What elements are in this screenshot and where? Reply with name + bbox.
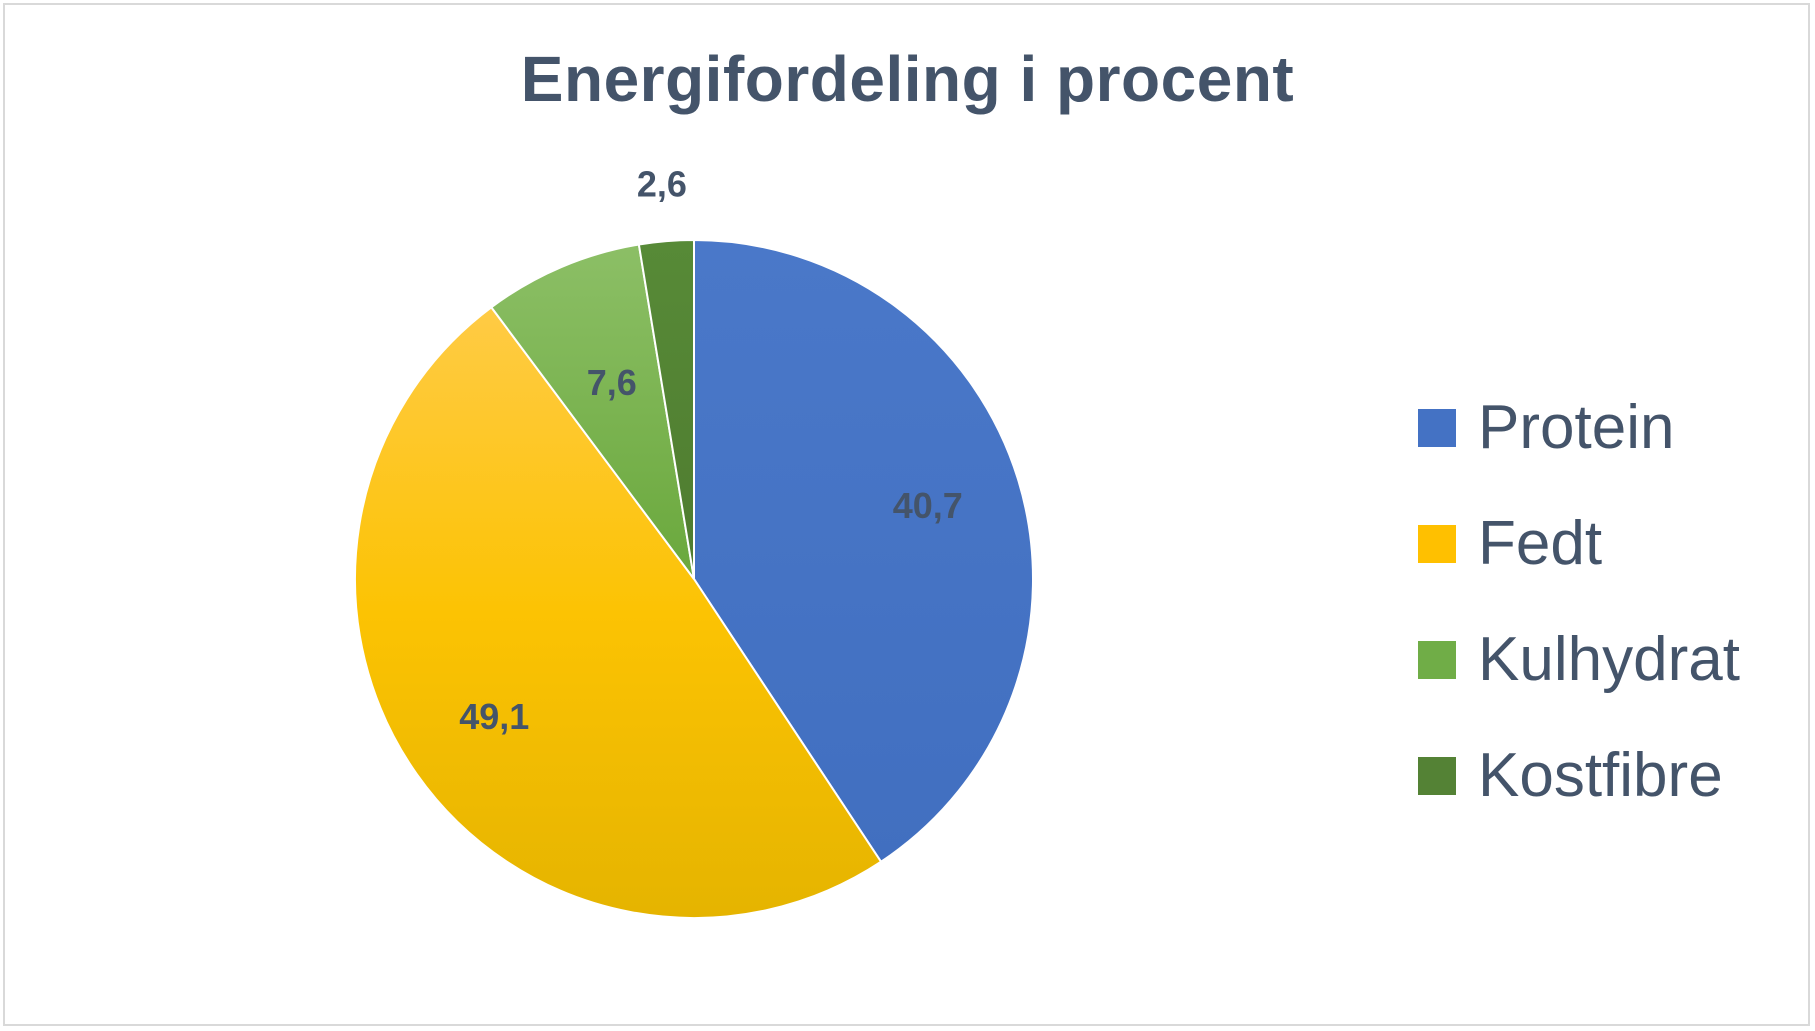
data-label-kostfibre: 2,6	[637, 164, 687, 205]
legend-item-protein: Protein	[1418, 370, 1740, 486]
legend-swatch-fedt	[1418, 525, 1456, 563]
data-label-kulhydrat: 7,6	[587, 362, 637, 403]
data-label-fedt: 49,1	[459, 696, 529, 737]
legend-swatch-kostfibre	[1418, 757, 1456, 795]
legend-item-kulhydrat: Kulhydrat	[1418, 602, 1740, 718]
chart-title: Energifordeling i procent	[520, 43, 1295, 115]
legend-item-fedt: Fedt	[1418, 486, 1740, 602]
data-label-protein: 40,7	[893, 485, 963, 526]
legend-label-kulhydrat: Kulhydrat	[1478, 625, 1740, 694]
legend-item-kostfibre: Kostfibre	[1418, 718, 1740, 834]
legend-label-kostfibre: Kostfibre	[1478, 741, 1723, 810]
legend-label-fedt: Fedt	[1478, 509, 1603, 578]
legend-swatch-kulhydrat	[1418, 641, 1456, 679]
pie-slice-fedt	[354, 305, 883, 920]
legend-label-protein: Protein	[1478, 393, 1675, 462]
pie-slice-kostfibre	[637, 238, 695, 580]
legend: Protein Fedt Kulhydrat Kostfibre	[1418, 370, 1740, 834]
legend-swatch-protein	[1418, 409, 1456, 447]
pie-slice-kulhydrat	[489, 243, 695, 580]
